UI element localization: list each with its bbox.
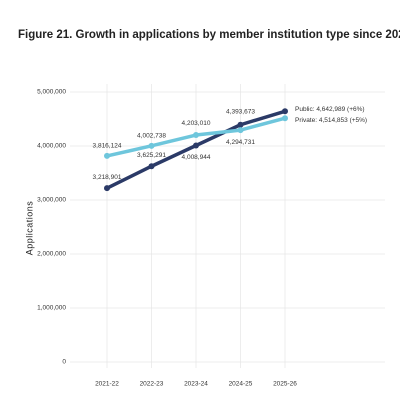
y-tick-label: 0: [62, 359, 66, 366]
data-label: 4,393,673: [226, 108, 255, 115]
point: [148, 142, 155, 149]
x-tick-label: 2025-26: [273, 381, 297, 388]
data-label: 3,625,291: [137, 152, 166, 159]
data-label: 3,816,124: [93, 143, 122, 150]
data-label: 3,218,901: [93, 174, 122, 181]
point: [104, 152, 110, 159]
chart-title: Figure 21. Growth in applications by mem…: [18, 29, 400, 41]
point: [282, 108, 288, 115]
point: [237, 127, 244, 134]
y-tick-label: 2,000,000: [37, 251, 66, 258]
point: [148, 163, 155, 170]
x-tick-label: 2022-23: [140, 381, 164, 388]
y-tick-label: 4,000,000: [37, 143, 66, 150]
data-label: 4,008,944: [182, 154, 211, 161]
x-tick-label: 2021-22: [95, 381, 119, 388]
point: [282, 115, 288, 122]
y-axis-title: Applications: [24, 201, 34, 256]
point: [193, 142, 199, 149]
point: [104, 185, 110, 192]
data-label: 4,203,010: [182, 120, 211, 127]
y-tick-label: 5,000,000: [37, 89, 66, 96]
point: [237, 121, 244, 128]
y-tick-label: 1,000,000: [37, 305, 66, 312]
end-label: Private: 4,514,853 (+5%): [295, 117, 367, 124]
data-label: 4,002,738: [137, 133, 166, 140]
end-label: Public: 4,642,989 (+6%): [295, 106, 365, 113]
y-tick-label: 3,000,000: [37, 197, 66, 204]
point: [193, 132, 199, 139]
x-tick-label: 2023-24: [184, 381, 208, 388]
x-tick-label: 2024-25: [229, 381, 253, 388]
data-label: 4,294,731: [226, 139, 255, 146]
